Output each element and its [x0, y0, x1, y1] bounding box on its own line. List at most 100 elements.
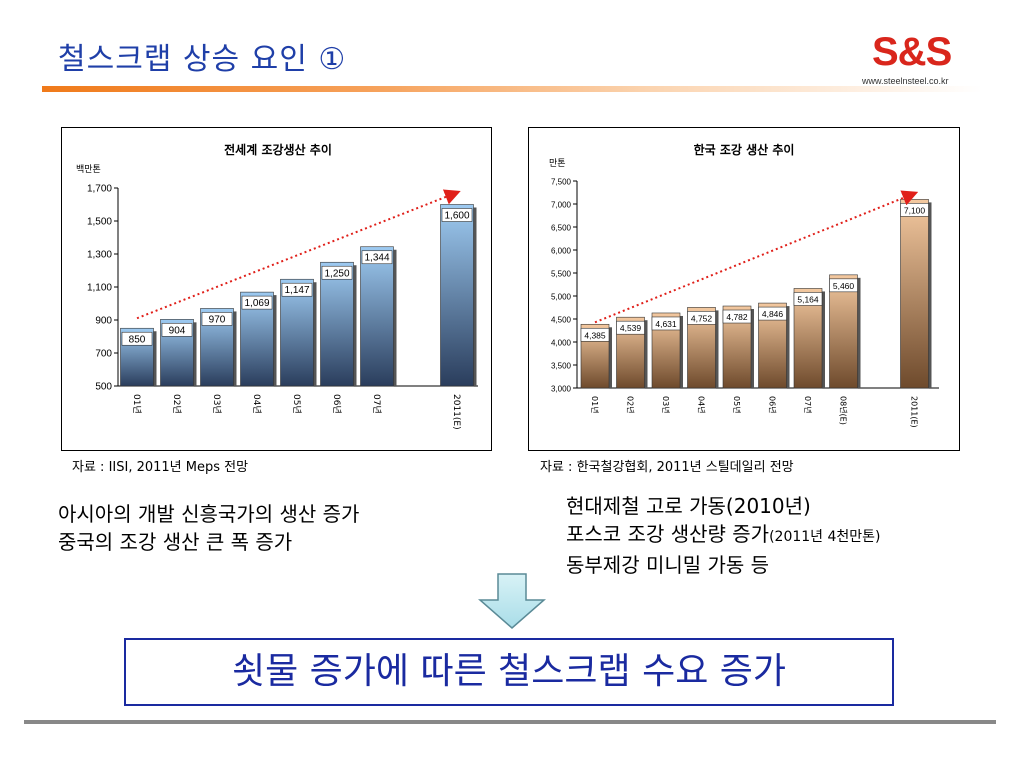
- world-category-label: 05년: [291, 394, 302, 414]
- world-data-label-box: [241, 295, 273, 310]
- conclusion-text: 쇳물 증가에 따른 철스크랩 수요 증가: [231, 651, 787, 692]
- korea-category-label: 02년: [626, 396, 636, 414]
- korea-data-label: 4,752: [691, 313, 713, 323]
- world-data-label: 1,600: [444, 211, 469, 222]
- right-bullets: 현대제철 고로 가동(2010년) 포스코 조강 생산량 증가(2011년 4천…: [566, 492, 881, 579]
- korea-bar: [829, 274, 858, 389]
- world-category-label: 2011(E): [451, 394, 461, 430]
- right-bullet-1: 현대제철 고로 가동(2010년): [566, 492, 881, 520]
- korea-y-tick-label: 4,500: [551, 316, 572, 325]
- right-bullet-2-main: 포스코 조강 생산량 증가: [566, 522, 770, 546]
- world-category-label: 07년: [371, 394, 382, 414]
- world-data-label-box: [201, 312, 233, 326]
- korea-data-label-box: [829, 278, 858, 293]
- korea-bar: [900, 199, 929, 389]
- left-bullets: 아시아의 개발 신흥국가의 생산 증가 중국의 조강 생산 큰 폭 증가: [58, 500, 359, 556]
- footer-divider: [24, 720, 996, 724]
- right-source: 자료 : 한국철강협회, 2011년 스틸데일리 전망: [540, 460, 794, 475]
- korea-data-label: 5,460: [833, 281, 855, 291]
- korea-data-label: 4,631: [655, 319, 677, 329]
- logo-url: www.steelnsteel.co.kr: [862, 76, 949, 86]
- world-data-label: 1,069: [244, 298, 269, 309]
- world-bar: [360, 246, 394, 387]
- korea-data-label-box: [758, 306, 787, 321]
- world-y-tick-label: 900: [95, 316, 112, 327]
- korea-category-label: 05년: [732, 396, 742, 414]
- korea-y-tick-label: 5,500: [551, 270, 572, 279]
- korea-data-label-box: [722, 309, 752, 324]
- korea-category-label: 04년: [697, 396, 707, 414]
- korea-category-label: 07년: [803, 396, 813, 414]
- world-data-label-box: [161, 323, 193, 337]
- logo-text: S&S: [872, 30, 952, 74]
- world-y-tick-label: 1,700: [87, 184, 112, 195]
- korea-y-tick-label: 7,500: [551, 178, 572, 187]
- world-y-tick-label: 1,300: [87, 250, 112, 261]
- world-data-label: 850: [129, 334, 146, 345]
- world-bar: [280, 278, 314, 387]
- world-data-label-box: [441, 208, 473, 222]
- korea-data-label: 5,164: [797, 294, 819, 304]
- world-data-label-box: [121, 331, 153, 346]
- left-bullet-1: 아시아의 개발 신흥국가의 생산 증가: [58, 502, 360, 526]
- korea-y-tick-label: 6,000: [551, 247, 572, 256]
- korea-data-label-box: [616, 320, 645, 335]
- world-data-label: 1,344: [364, 253, 389, 264]
- korea-y-tick-label: 5,000: [551, 293, 572, 302]
- world-data-label: 970: [209, 314, 226, 325]
- right-bullet-2: 포스코 조강 생산량 증가(2011년 4천만톤): [566, 520, 881, 551]
- down-arrow-icon: [478, 573, 546, 629]
- korea-data-label: 7,100: [904, 205, 926, 215]
- world-data-label: 1,250: [324, 268, 349, 279]
- world-y-tick-label: 1,500: [87, 217, 112, 228]
- world-bar: [440, 204, 474, 387]
- korea-data-label: 4,539: [620, 323, 642, 333]
- korea-unit-label: 만톤: [549, 158, 566, 169]
- korea-trend-arrow: [594, 190, 919, 324]
- world-category-label: 04년: [251, 394, 262, 414]
- world-data-label: 904: [169, 325, 186, 336]
- slide-title: 철스크랩 상승 요인 ①: [58, 42, 347, 77]
- world-data-label-box: [361, 250, 393, 265]
- world-data-label-box: [321, 265, 353, 280]
- korea-category-label: 08년(E): [839, 396, 849, 425]
- korea-data-label-box: [580, 327, 610, 342]
- right-bullet-2-note: (2011년 4천만톤): [769, 529, 881, 545]
- world-bar: [320, 261, 354, 387]
- korea-data-label: 4,385: [584, 330, 606, 340]
- korea-title: 한국 조강 생산 추이: [694, 142, 795, 157]
- right-bullet-3-main: 동부제강 미니밀 가동 등: [566, 553, 770, 577]
- world-y-tick-label: 500: [95, 382, 112, 393]
- right-bullet-1-main: 현대제철 고로 가동(2010년): [566, 494, 811, 518]
- world-category-label: 03년: [211, 394, 222, 414]
- world-y-tick-label: 700: [95, 349, 112, 360]
- world-title: 전세계 조강생산 추이: [224, 142, 332, 157]
- world-category-label: 06년: [331, 394, 342, 414]
- world-data-label-box: [281, 282, 313, 297]
- korea-y-tick-label: 4,000: [551, 339, 572, 348]
- korea-data-label: 4,782: [726, 312, 748, 322]
- korea-category-label: 03년: [661, 396, 671, 414]
- world-trend-arrow: [136, 189, 461, 320]
- korea-y-tick-label: 3,000: [551, 385, 572, 394]
- korea-y-tick-label: 3,500: [551, 362, 572, 371]
- title-underline: [42, 86, 982, 92]
- company-logo: S&S www.steelnsteel.co.kr: [862, 30, 982, 90]
- world-y-tick-label: 1,100: [87, 283, 112, 294]
- world-category-label: 02년: [171, 394, 182, 414]
- left-source: 자료 : IISI, 2011년 Meps 전망: [72, 460, 249, 475]
- korea-y-tick-label: 7,000: [551, 201, 572, 210]
- korea-category-label: 2011(E): [910, 396, 919, 428]
- world-category-label: 01년: [131, 394, 142, 414]
- korea-category-label: 06년: [768, 396, 778, 414]
- korea-data-label: 4,846: [762, 309, 784, 319]
- world-steel-chart: 전세계 조강생산 추이 백만톤 500 700 900 1,100 1,300 1,500 1,…: [61, 127, 492, 451]
- korea-data-label-box: [651, 316, 681, 331]
- korea-y-tick-label: 6,500: [551, 224, 572, 233]
- right-bullet-3: 동부제강 미니밀 가동 등: [566, 551, 881, 579]
- korea-category-label: 01년: [590, 396, 600, 414]
- conclusion-box: 쇳물 증가에 따른 철스크랩 수요 증가: [124, 638, 894, 706]
